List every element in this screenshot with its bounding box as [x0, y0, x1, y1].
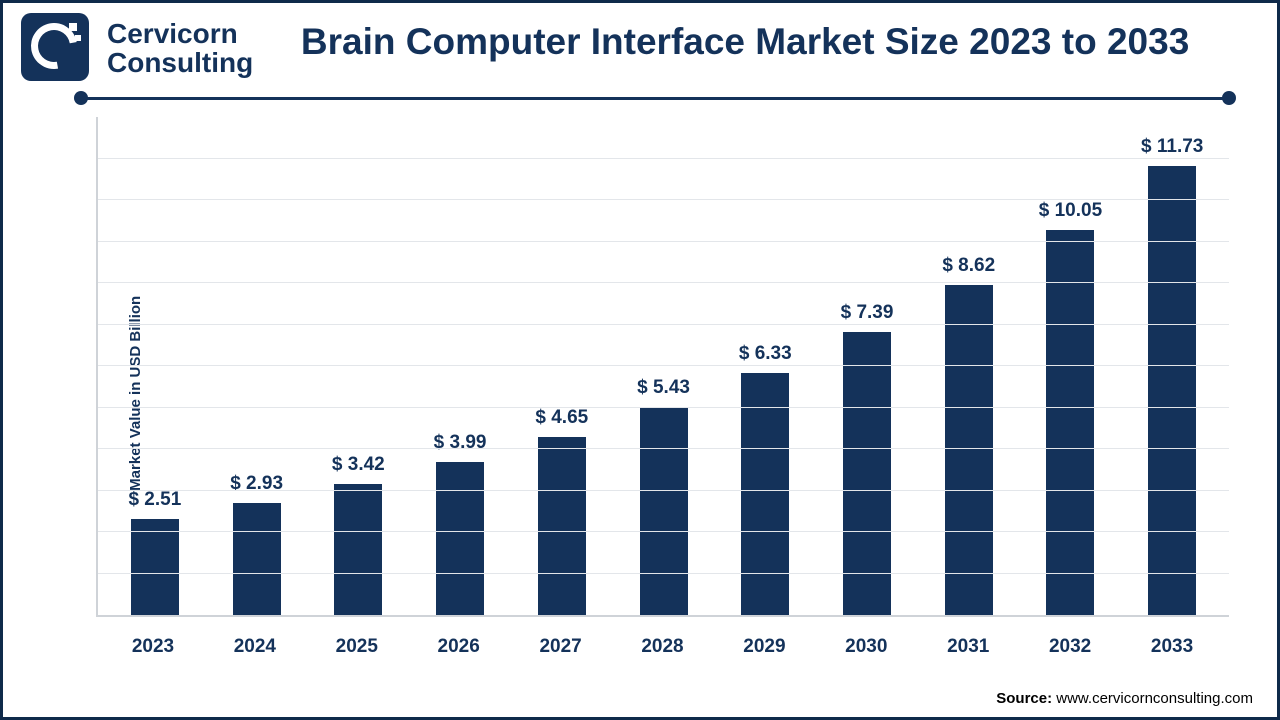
- bar-column: $ 5.43: [613, 117, 715, 615]
- bar: [945, 285, 993, 615]
- bar-value-label: $ 8.62: [918, 255, 1020, 277]
- bar-value-label: $ 2.51: [104, 489, 206, 511]
- bar: [436, 462, 484, 615]
- x-tick-label: 2027: [510, 622, 612, 672]
- bar-column: $ 8.62: [918, 117, 1020, 615]
- bar-column: $ 2.51: [104, 117, 206, 615]
- bar: [538, 437, 586, 615]
- gridline: [98, 158, 1229, 159]
- x-tick-label: 2029: [713, 622, 815, 672]
- gridline: [98, 490, 1229, 491]
- bar: [334, 484, 382, 615]
- x-tick-label: 2032: [1019, 622, 1121, 672]
- x-tick-label: 2024: [204, 622, 306, 672]
- bar-value-label: $ 3.42: [307, 454, 409, 476]
- plot-area: $ 2.51$ 2.93$ 3.42$ 3.99$ 4.65$ 5.43 $ 6.…: [96, 117, 1229, 617]
- bar-value-label: $ 4.65: [511, 407, 613, 429]
- bar: [233, 503, 281, 615]
- bar: [1148, 166, 1196, 615]
- bar-value-label: $ 10.05: [1020, 200, 1122, 222]
- gridline: [98, 324, 1229, 325]
- bar-column: $ 10.05: [1020, 117, 1122, 615]
- x-tick-label: 2033: [1121, 622, 1223, 672]
- logo-line2: Consulting: [107, 48, 253, 77]
- bar: [640, 407, 688, 615]
- bar-column: $ 7.39: [816, 117, 918, 615]
- header: Cervicorn Consulting Brain Computer Inte…: [21, 13, 1259, 81]
- gridline: [98, 199, 1229, 200]
- bars-container: $ 2.51$ 2.93$ 3.42$ 3.99$ 4.65$ 5.43 $ 6.…: [98, 117, 1229, 615]
- gridline: [98, 365, 1229, 366]
- bar-column: $ 6.33: [714, 117, 816, 615]
- chart: Market Value in USD Billion $ 2.51$ 2.93…: [96, 117, 1229, 672]
- bar-column: $ 2.93: [206, 117, 308, 615]
- bar-value-label: $ 11.73: [1121, 136, 1223, 158]
- x-tick-label: 2031: [917, 622, 1019, 672]
- bar-column: $ 4.65: [511, 117, 613, 615]
- title-underline: [81, 85, 1229, 111]
- logo-line1: Cervicorn: [107, 19, 253, 48]
- chart-title: Brain Computer Interface Market Size 202…: [271, 13, 1259, 63]
- bar-value-label: $ 3.99: [409, 432, 511, 454]
- bar: [1046, 230, 1094, 615]
- gridline: [98, 448, 1229, 449]
- gridline: [98, 531, 1229, 532]
- bar-column: $ 3.99: [409, 117, 511, 615]
- logo-icon: [21, 13, 89, 81]
- x-tick-label: 2030: [815, 622, 917, 672]
- gridline: [98, 573, 1229, 574]
- source-attribution: Source: www.cervicornconsulting.com: [996, 690, 1253, 707]
- source-label: Source:: [996, 690, 1056, 707]
- gridline: [98, 407, 1229, 408]
- x-tick-label: 2023: [102, 622, 204, 672]
- bar-column: $ 3.42: [307, 117, 409, 615]
- chart-frame: Cervicorn Consulting Brain Computer Inte…: [0, 0, 1280, 720]
- bar: [131, 519, 179, 615]
- bar: [741, 373, 789, 615]
- logo-text: Cervicorn Consulting: [107, 13, 253, 78]
- x-axis: 2023202420252026202720282029203020312032…: [96, 622, 1229, 672]
- source-value: www.cervicornconsulting.com: [1056, 690, 1253, 707]
- bar-value-label: $ 7.39: [816, 302, 918, 324]
- bar-value-label: $ 5.43: [613, 377, 715, 399]
- bar-value-label: $ 6.33: [714, 343, 816, 365]
- gridline: [98, 282, 1229, 283]
- x-tick-label: 2028: [612, 622, 714, 672]
- bar-value-label: $ 2.93: [206, 473, 308, 495]
- x-tick-label: 2026: [408, 622, 510, 672]
- bar-column: $ 11.73: [1121, 117, 1223, 615]
- gridline: [98, 241, 1229, 242]
- x-tick-label: 2025: [306, 622, 408, 672]
